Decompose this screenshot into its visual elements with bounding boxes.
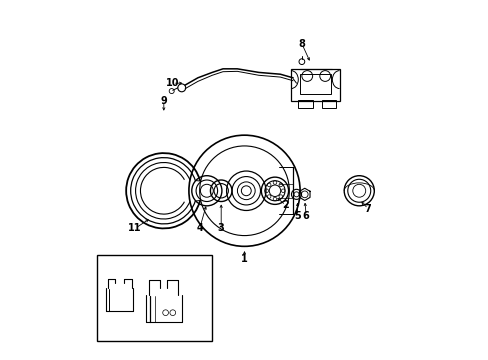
Bar: [97, 255, 212, 341]
Bar: [300, 74, 330, 94]
Bar: [290, 69, 339, 101]
Text: 5: 5: [294, 211, 300, 221]
Text: 4: 4: [196, 224, 203, 233]
Text: 6: 6: [302, 211, 309, 221]
Text: 7: 7: [364, 204, 371, 214]
Text: 2: 2: [282, 200, 288, 210]
Text: 10: 10: [166, 78, 179, 88]
Text: 3: 3: [217, 224, 224, 233]
Text: 8: 8: [298, 39, 305, 49]
Text: 1: 1: [241, 254, 247, 264]
Text: 11: 11: [128, 224, 142, 233]
Text: 9: 9: [160, 96, 167, 106]
Bar: [298, 100, 312, 108]
Bar: [321, 100, 335, 108]
